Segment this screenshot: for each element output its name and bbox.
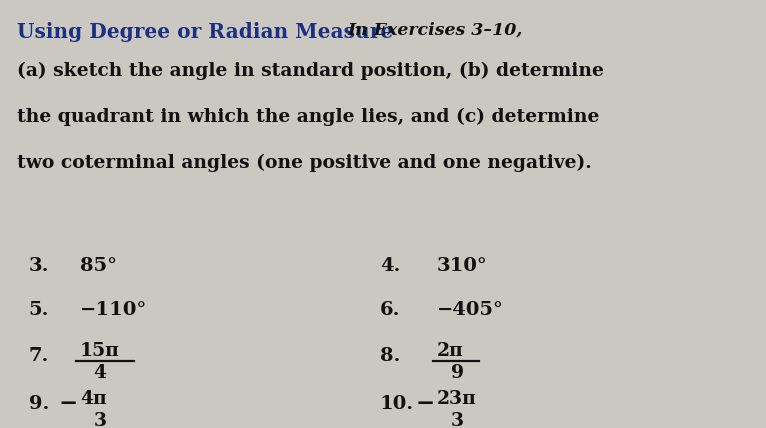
Text: 4.: 4. <box>380 257 400 276</box>
Text: 2π: 2π <box>437 342 463 360</box>
Text: −110°: −110° <box>80 301 147 319</box>
Text: Using Degree or Radian Measure: Using Degree or Radian Measure <box>17 22 393 42</box>
Text: 3.: 3. <box>29 257 49 276</box>
Text: 7.: 7. <box>29 347 49 365</box>
Text: 9: 9 <box>450 364 463 382</box>
Text: −: − <box>416 393 434 415</box>
Text: 3: 3 <box>450 412 463 428</box>
Text: 4π: 4π <box>80 390 106 408</box>
Text: In Exercises 3–10,: In Exercises 3–10, <box>347 22 522 39</box>
Text: 85°: 85° <box>80 257 116 276</box>
Text: 5.: 5. <box>29 301 49 319</box>
Text: 23π: 23π <box>437 390 476 408</box>
Text: two coterminal angles (one positive and one negative).: two coterminal angles (one positive and … <box>17 154 591 172</box>
Text: 310°: 310° <box>437 257 488 276</box>
Text: 9.: 9. <box>29 395 49 413</box>
Text: 4: 4 <box>93 364 106 382</box>
Text: 15π: 15π <box>80 342 119 360</box>
Text: the quadrant in which the angle lies, and (c) determine: the quadrant in which the angle lies, an… <box>17 108 599 126</box>
Text: 8.: 8. <box>380 347 400 365</box>
Text: 10.: 10. <box>380 395 414 413</box>
Text: 3: 3 <box>93 412 106 428</box>
Text: −405°: −405° <box>437 301 504 319</box>
Text: 6.: 6. <box>380 301 401 319</box>
Text: (a) sketch the angle in standard position, (b) determine: (a) sketch the angle in standard positio… <box>17 62 604 80</box>
Text: −: − <box>58 393 77 415</box>
